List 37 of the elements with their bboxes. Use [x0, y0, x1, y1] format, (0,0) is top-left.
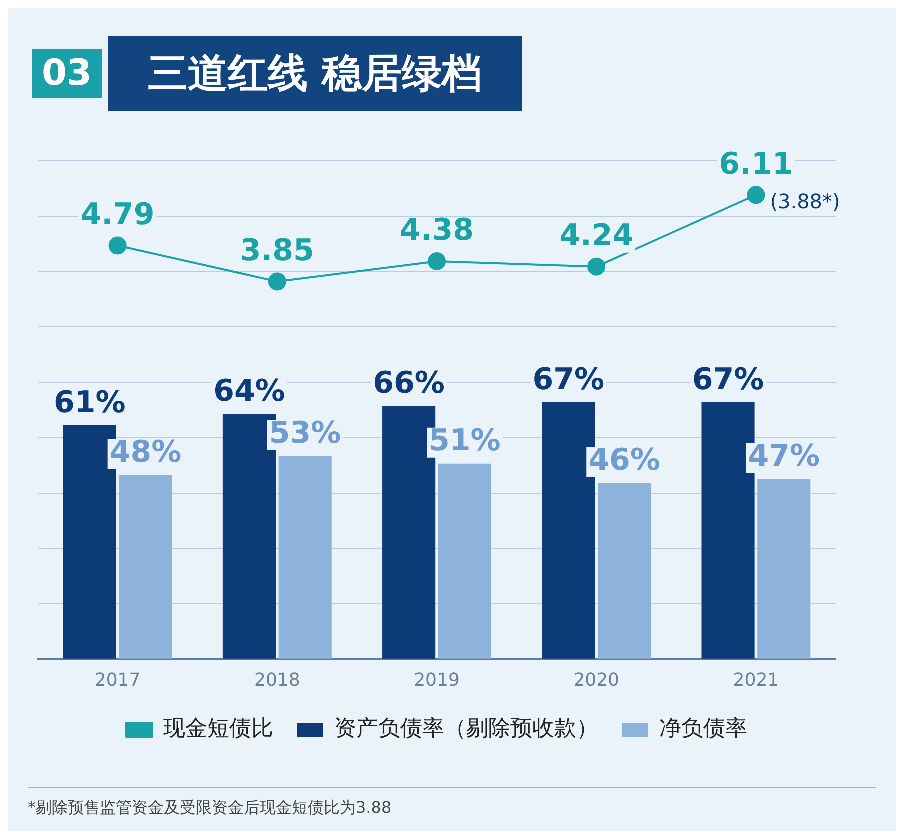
text: *剔除预售监管资金及受限资金后现金短债比为3.88 [28, 798, 393, 819]
x-tick-label: 2017 [94, 670, 141, 691]
x-tick-label: 2020 [574, 670, 620, 691]
point [268, 272, 286, 291]
legend-label: 净负债率 [660, 716, 748, 742]
data-label: 51% [429, 424, 501, 459]
legend-label: 资产负债率（剔除预收款） [334, 716, 598, 742]
point [747, 186, 766, 204]
text: 03 [32, 49, 102, 98]
data-label: 4.24 [560, 218, 634, 254]
data-label: 4.79 [80, 198, 155, 233]
data-label: 53% [269, 416, 342, 452]
data-label: 64% [214, 374, 286, 409]
x-tick-label: 2018 [254, 670, 300, 691]
data-label: 4.38 [400, 213, 474, 248]
bar [438, 464, 492, 659]
data-label: 66% [373, 366, 445, 402]
chart-title: 三道红线 稳居绿档 [108, 36, 522, 111]
data-label: 47% [748, 439, 820, 474]
x-tick-label: 2021 [733, 670, 780, 691]
bar [758, 479, 811, 659]
annotation: (3.88*) [770, 189, 840, 214]
data-label: 3.85 [240, 234, 314, 269]
point [588, 258, 606, 276]
bar [119, 475, 172, 659]
bar [278, 456, 332, 659]
data-label: 67% [532, 362, 605, 398]
x-tick-label: 2019 [414, 670, 460, 691]
bar [598, 483, 652, 659]
data-label: 48% [110, 435, 182, 470]
point [428, 252, 446, 270]
legend-label: 现金短债比 [164, 716, 274, 742]
data-label: 61% [54, 385, 126, 420]
data-label: 46% [588, 442, 660, 478]
data-label: 67% [692, 362, 764, 398]
point [108, 236, 127, 255]
data-label: 6.11 [719, 146, 794, 182]
